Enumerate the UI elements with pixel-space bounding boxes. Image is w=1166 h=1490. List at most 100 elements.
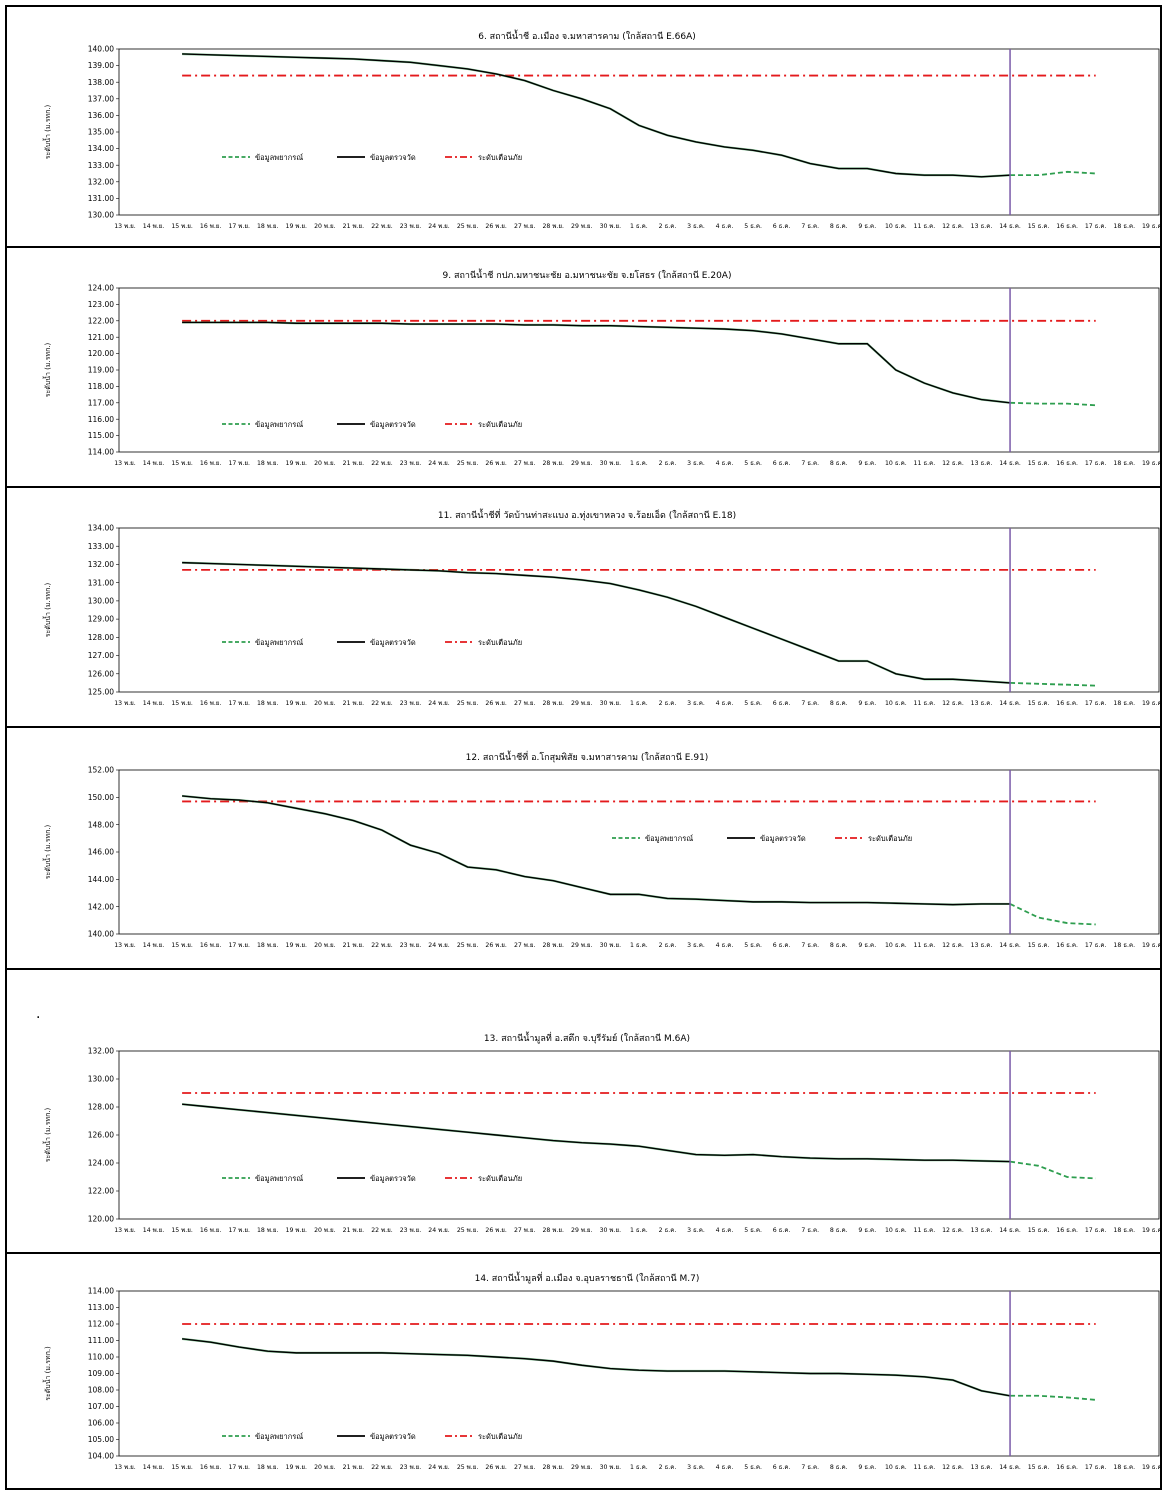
y-tick-label: 146.00	[88, 848, 114, 857]
y-tick-label: 132.00	[88, 560, 114, 569]
x-tick-label: 7 ธ.ค.	[801, 942, 819, 949]
legend-label-observed: ข้อมูลตรวจวัด	[370, 420, 416, 429]
x-tick-label: 16 ธ.ค.	[1056, 942, 1078, 949]
y-tick-label: 140.00	[88, 45, 114, 54]
x-tick-label: 4 ธ.ค.	[716, 1464, 734, 1471]
x-tick-label: 28 พ.ย.	[543, 460, 565, 467]
y-tick-label: 130.00	[88, 596, 114, 605]
legend-label-warning: ระดับเตือนภัย	[478, 638, 522, 647]
x-tick-label: 19 พ.ย.	[286, 1227, 308, 1234]
x-tick-label: 25 พ.ย.	[457, 1227, 479, 1234]
x-tick-label: 14 ธ.ค.	[999, 223, 1021, 230]
x-tick-label: 11 ธ.ค.	[914, 700, 936, 707]
x-tick-label: 21 พ.ย.	[343, 460, 365, 467]
x-tick-label: 8 ธ.ค.	[830, 700, 848, 707]
chart-title: 9. สถานีน้ำชี กปภ.มหาชนะชัย อ.มหาชนะชัย …	[443, 268, 732, 281]
x-tick-label: 15 ธ.ค.	[1028, 700, 1050, 707]
x-tick-label: 28 พ.ย.	[543, 1227, 565, 1234]
y-tick-label: 124.00	[88, 284, 114, 293]
x-tick-label: 15 ธ.ค.	[1028, 942, 1050, 949]
x-tick-label: 2 ธ.ค.	[659, 1464, 677, 1471]
y-axis-label: ระดับน้ำ (ม.รทก.)	[41, 1346, 52, 1401]
x-tick-label: 13 พ.ย.	[114, 1464, 136, 1471]
y-tick-label: 116.00	[88, 415, 114, 424]
y-tick-label: 132.00	[88, 177, 114, 186]
water-level-chart: 6. สถานีน้ำชี อ.เมือง จ.มหาสารคาม (ใกล้ส…	[41, 29, 1160, 230]
x-tick-label: 13 พ.ย.	[114, 460, 136, 467]
x-tick-label: 13 ธ.ค.	[971, 460, 993, 467]
x-tick-label: 1 ธ.ค.	[630, 942, 648, 949]
x-tick-label: 22 พ.ย.	[371, 223, 393, 230]
x-tick-label: 16 ธ.ค.	[1056, 1227, 1078, 1234]
page-note: .	[36, 1006, 41, 1022]
x-tick-label: 16 ธ.ค.	[1056, 700, 1078, 707]
legend: ข้อมูลพยากรณ์ ข้อมูลตรวจวัด ระดับเตือนภัย	[222, 1432, 522, 1441]
x-tick-label: 1 ธ.ค.	[630, 223, 648, 230]
y-tick-label: 108.00	[88, 1386, 114, 1395]
y-tick-label: 106.00	[88, 1419, 114, 1428]
legend-label-warning: ระดับเตือนภัย	[868, 834, 912, 843]
x-tick-label: 28 พ.ย.	[543, 223, 565, 230]
legend-label-observed: ข้อมูลตรวจวัด	[370, 153, 416, 162]
observed-line	[182, 1103, 1011, 1163]
y-tick-label: 121.00	[88, 333, 114, 342]
x-tick-label: 25 พ.ย.	[457, 942, 479, 949]
y-tick-label: 128.00	[88, 633, 114, 642]
x-tick-label: 14 ธ.ค.	[999, 700, 1021, 707]
x-tick-label: 18 พ.ย.	[257, 1464, 279, 1471]
y-tick-label: 126.00	[88, 1131, 114, 1140]
y-tick-label: 133.00	[88, 542, 114, 551]
x-tick-label: 8 ธ.ค.	[830, 460, 848, 467]
x-tick-label: 16 พ.ย.	[200, 1227, 222, 1234]
y-tick-label: 148.00	[88, 820, 114, 829]
x-tick-label: 30 พ.ย.	[600, 223, 622, 230]
y-tick-label: 140.00	[88, 930, 114, 939]
x-tick-label: 6 ธ.ค.	[773, 1227, 791, 1234]
legend-label-forecast: ข้อมูลพยากรณ์	[255, 420, 303, 429]
x-tick-label: 18 ธ.ค.	[1113, 1464, 1135, 1471]
x-tick-label: 15 ธ.ค.	[1028, 460, 1050, 467]
x-tick-label: 7 ธ.ค.	[801, 1227, 819, 1234]
x-tick-label: 8 ธ.ค.	[830, 1464, 848, 1471]
forecast-line	[1010, 170, 1096, 177]
x-tick-label: 19 พ.ย.	[286, 700, 308, 707]
x-tick-label: 11 ธ.ค.	[914, 223, 936, 230]
observed-line-shadow	[181, 1103, 1011, 1163]
x-tick-label: 4 ธ.ค.	[716, 942, 734, 949]
x-tick-label: 29 พ.ย.	[571, 1464, 593, 1471]
x-tick-label: 19 พ.ย.	[286, 942, 308, 949]
y-tick-label: 130.00	[88, 211, 114, 220]
x-tick-label: 6 ธ.ค.	[773, 223, 791, 230]
x-tick-label: 30 พ.ย.	[600, 942, 622, 949]
x-tick-label: 18 พ.ย.	[257, 223, 279, 230]
x-tick-label: 7 ธ.ค.	[801, 1464, 819, 1471]
y-tick-label: 118.00	[88, 382, 114, 391]
y-tick-label: 128.00	[88, 1103, 114, 1112]
forecast-line	[1010, 401, 1096, 407]
x-tick-label: 23 พ.ย.	[400, 1464, 422, 1471]
legend-label-forecast: ข้อมูลพยากรณ์	[255, 638, 303, 647]
legend-label-warning: ระดับเตือนภัย	[478, 153, 522, 162]
x-tick-label: 13 พ.ย.	[114, 223, 136, 230]
y-tick-label: 107.00	[88, 1402, 114, 1411]
x-tick-label: 27 พ.ย.	[514, 223, 536, 230]
x-tick-label: 10 ธ.ค.	[885, 460, 907, 467]
x-tick-label: 24 พ.ย.	[428, 460, 450, 467]
x-tick-label: 3 ธ.ค.	[687, 942, 705, 949]
x-tick-label: 17 พ.ย.	[228, 700, 250, 707]
x-tick-label: 20 พ.ย.	[314, 460, 336, 467]
x-tick-label: 15 พ.ย.	[171, 1464, 193, 1471]
x-tick-label: 26 พ.ย.	[485, 700, 507, 707]
x-tick-label: 22 พ.ย.	[371, 1464, 393, 1471]
x-tick-label: 27 พ.ย.	[514, 942, 536, 949]
forecast-line	[1009, 1160, 1096, 1180]
legend-label-forecast: ข้อมูลพยากรณ์	[255, 153, 303, 162]
y-tick-label: 120.00	[88, 1215, 114, 1224]
forecast-line	[1010, 1394, 1096, 1401]
y-tick-label: 131.00	[88, 578, 114, 587]
chart-panel: 6. สถานีน้ำชี อ.เมือง จ.มหาสารคาม (ใกล้ส…	[5, 5, 1162, 248]
plot-area	[118, 48, 1160, 216]
x-tick-label: 18 ธ.ค.	[1113, 700, 1135, 707]
x-tick-label: 2 ธ.ค.	[659, 700, 677, 707]
y-tick-label: 122.00	[88, 1187, 114, 1196]
